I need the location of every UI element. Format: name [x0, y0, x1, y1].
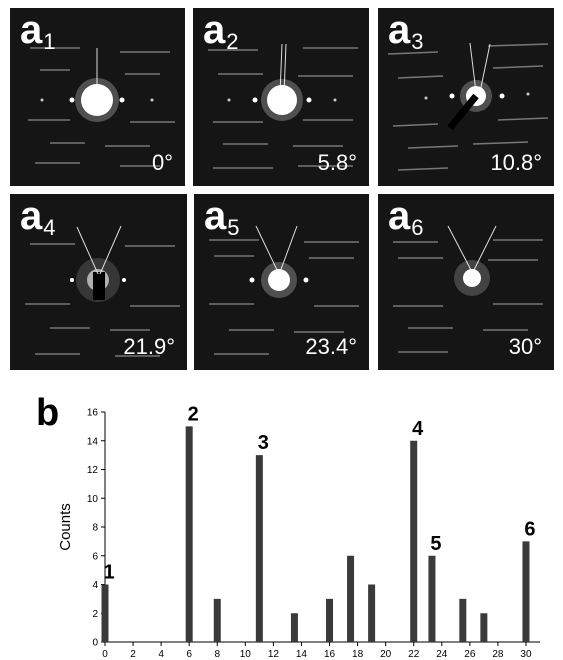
- diffraction-panel-a3: a3 10.8°: [378, 8, 554, 186]
- bar-number-label: 2: [188, 403, 199, 425]
- histogram-bar: [101, 584, 109, 642]
- histogram-bar: [368, 584, 376, 642]
- diffraction-panel-a5: a5 23.4°: [194, 194, 369, 370]
- panel-label-a5: a5: [204, 194, 240, 240]
- histogram-bar: [410, 440, 418, 642]
- y-tick-label: 14: [87, 436, 99, 447]
- panel-label-a3: a3: [388, 8, 424, 54]
- y-tick-label: 10: [87, 494, 99, 505]
- x-tick-label: 0: [102, 649, 108, 660]
- histogram-bar: [326, 598, 334, 642]
- diffraction-panel-a6: a6 30°: [378, 194, 554, 370]
- chiral-angle-label-a4: 21.9°: [123, 334, 175, 359]
- chiral-angle-label-a6: 30°: [508, 334, 542, 359]
- histogram-bar: [522, 541, 530, 642]
- histogram-bar: [213, 598, 221, 642]
- x-tick-label: 4: [158, 649, 164, 660]
- chiral-angle-label-a3: 10.8°: [490, 150, 542, 175]
- x-tick-label: 14: [296, 649, 308, 660]
- panel-label-a2: a2: [203, 8, 239, 54]
- y-tick-label: 2: [92, 609, 98, 620]
- diffraction-pattern-a4: [25, 225, 180, 357]
- y-tick-label: 16: [87, 408, 99, 419]
- x-tick-label: 10: [240, 649, 252, 660]
- histogram-bar: [480, 613, 488, 642]
- x-tick-label: 18: [352, 649, 364, 660]
- diffraction-pattern-a2: [208, 43, 358, 169]
- x-tick-label: 6: [186, 649, 192, 660]
- figure-b-label: b: [36, 392, 60, 434]
- x-tick-label: 16: [324, 649, 336, 660]
- diffraction-pattern-a5: [209, 225, 359, 355]
- histogram-bar: [255, 455, 263, 642]
- chiral-angle-label-a2: 5.8°: [317, 150, 357, 175]
- y-tick-label: 8: [92, 523, 98, 534]
- bar-number-label: 1: [103, 562, 114, 584]
- y-tick-label: 0: [92, 638, 98, 649]
- x-tick-label: 8: [214, 649, 220, 660]
- histogram-bar: [459, 598, 467, 642]
- x-tick-label: 30: [520, 649, 532, 660]
- histogram-bar: [428, 555, 436, 642]
- bar-number-label: 4: [412, 418, 424, 440]
- histogram-bar: [290, 613, 298, 642]
- x-tick-label: 28: [492, 649, 504, 660]
- diffraction-panel-a2: a2 5.8°: [193, 8, 369, 186]
- x-tick-label: 12: [268, 649, 280, 660]
- y-tick-label: 4: [92, 580, 98, 591]
- chiral-angle-label-a5: 23.4°: [305, 334, 357, 359]
- panel-label-a6: a6: [388, 194, 424, 240]
- panel-label-a1: a1: [20, 8, 56, 54]
- histogram-bar: [185, 426, 193, 642]
- x-tick-label: 2: [130, 649, 136, 660]
- diffraction-pattern-a1: [28, 47, 175, 167]
- diffraction-panel-a1: a1 0°: [10, 8, 185, 186]
- histogram-bar: [347, 555, 355, 642]
- bar-number-label: 3: [258, 432, 269, 454]
- x-tick-label: 22: [408, 649, 420, 660]
- panel-label-a4: a4: [20, 194, 56, 240]
- y-tick-label: 12: [87, 465, 99, 476]
- x-tick-label: 24: [436, 649, 448, 660]
- diffraction-panel-a4: a4 21.9°: [10, 194, 187, 370]
- chiral-angle-label-a1: 0°: [151, 150, 173, 175]
- bar-number-label: 5: [430, 533, 441, 555]
- y-tick-label: 6: [92, 551, 98, 562]
- x-tick-label: 20: [380, 649, 392, 660]
- bar-number-label: 6: [524, 518, 535, 540]
- y-axis-title: Counts: [57, 503, 74, 551]
- diffraction-pattern-a6: [393, 225, 543, 353]
- x-tick-label: 26: [464, 649, 476, 660]
- diffraction-pattern-a3: [387, 42, 549, 171]
